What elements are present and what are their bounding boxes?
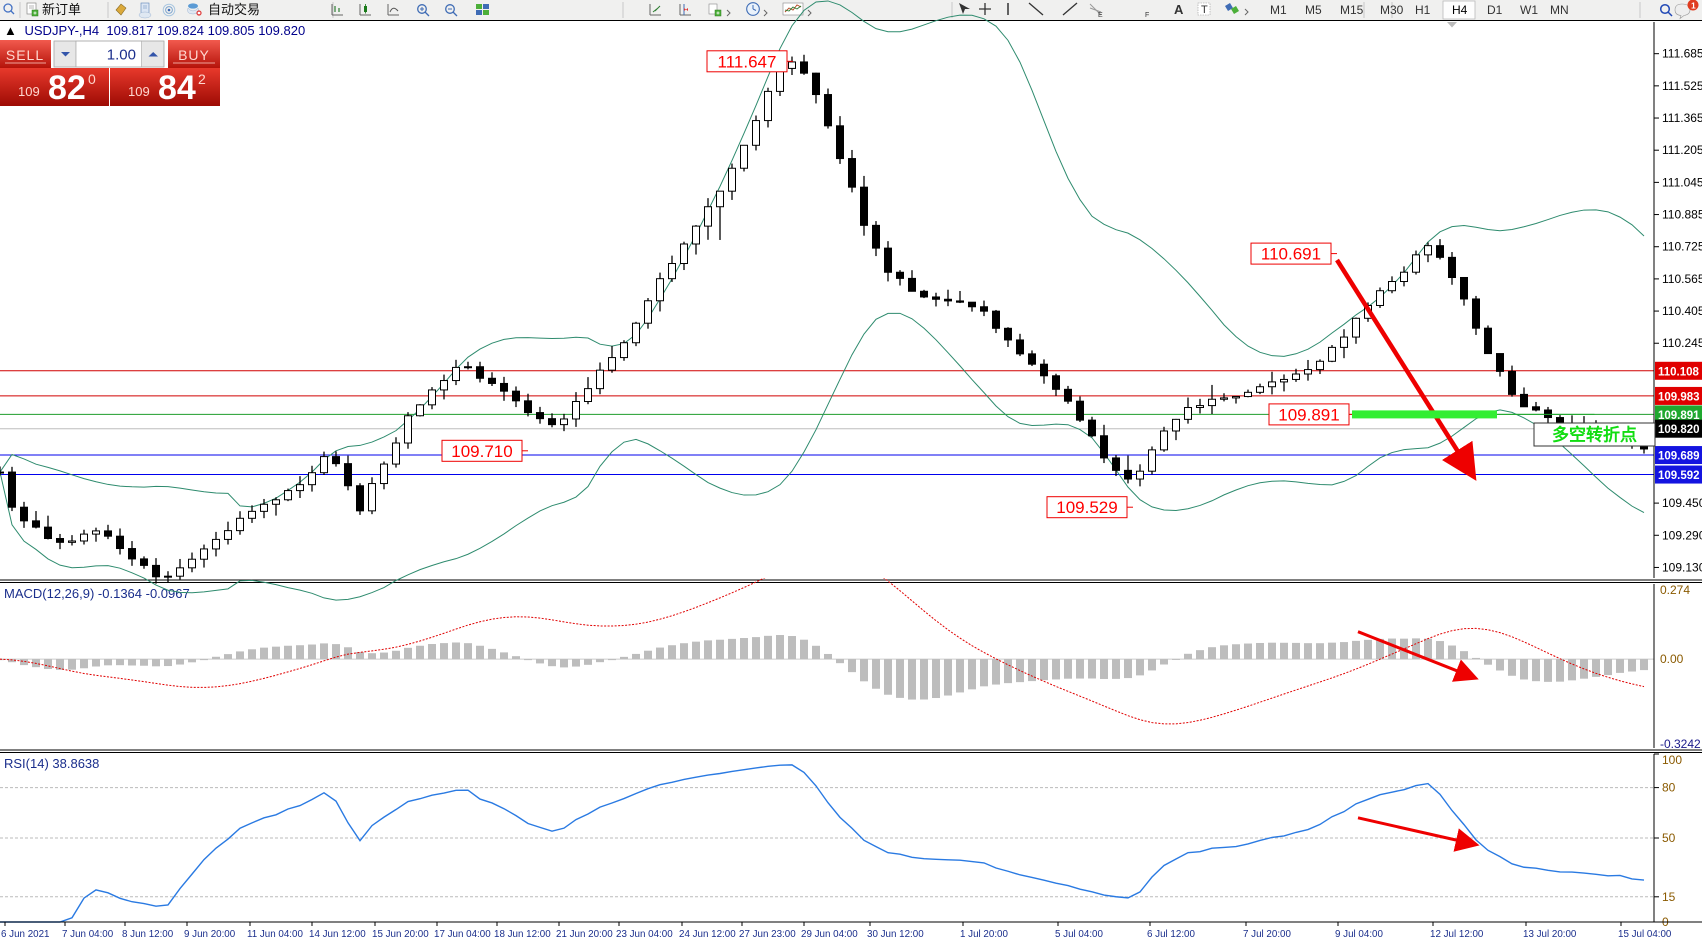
svg-text:109.130: 109.130 — [1662, 560, 1702, 574]
svg-text:SELL: SELL — [6, 47, 44, 63]
svg-text:109.891: 109.891 — [1278, 405, 1339, 424]
svg-text:84: 84 — [158, 69, 196, 106]
svg-text:110.725: 110.725 — [1662, 240, 1702, 254]
svg-text:111.205: 111.205 — [1662, 143, 1702, 157]
svg-text:109.450: 109.450 — [1662, 496, 1702, 510]
svg-text:82: 82 — [48, 69, 86, 106]
svg-text:109.710: 109.710 — [451, 442, 512, 461]
svg-text:109.592: 109.592 — [1658, 470, 1700, 482]
svg-text:109.820: 109.820 — [1658, 424, 1700, 436]
svg-text:2: 2 — [198, 71, 206, 87]
svg-text:109.529: 109.529 — [1056, 498, 1117, 517]
svg-text:BUY: BUY — [178, 47, 210, 63]
svg-text:109.689: 109.689 — [1658, 451, 1700, 463]
svg-text:109.983: 109.983 — [1658, 391, 1700, 403]
svg-text:111.045: 111.045 — [1662, 175, 1702, 189]
svg-text:0: 0 — [88, 71, 96, 87]
svg-text:111.685: 111.685 — [1662, 47, 1702, 61]
svg-text:111.525: 111.525 — [1662, 79, 1702, 93]
svg-text:111.647: 111.647 — [718, 52, 777, 71]
svg-text:109: 109 — [128, 84, 150, 99]
svg-text:110.565: 110.565 — [1662, 272, 1702, 286]
svg-text:110.245: 110.245 — [1662, 336, 1702, 350]
svg-text:110.691: 110.691 — [1261, 245, 1321, 264]
svg-text:110.405: 110.405 — [1662, 304, 1702, 318]
svg-text:1.00: 1.00 — [107, 47, 136, 64]
svg-text:110.885: 110.885 — [1662, 208, 1702, 222]
svg-text:109.290: 109.290 — [1662, 528, 1702, 542]
svg-text:110.108: 110.108 — [1658, 366, 1700, 378]
svg-text:109: 109 — [18, 84, 40, 99]
svg-text:111.365: 111.365 — [1662, 111, 1702, 125]
svg-text:多空转折点: 多空转折点 — [1552, 425, 1637, 445]
